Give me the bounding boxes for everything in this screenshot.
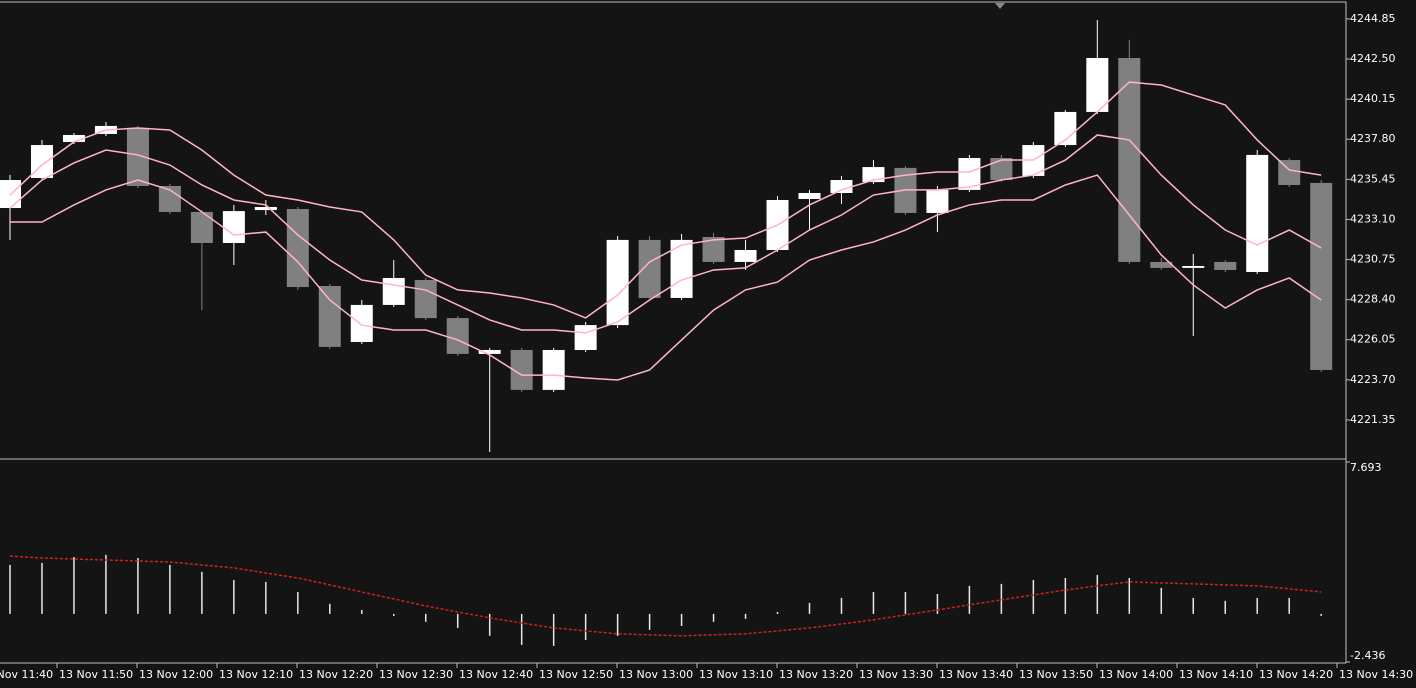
candle-body bbox=[1310, 182, 1333, 370]
candle-body bbox=[318, 285, 341, 347]
y-tick-label: 4223.70 bbox=[1350, 373, 1396, 386]
candle-body bbox=[510, 349, 533, 390]
candle-body bbox=[382, 277, 405, 305]
candle-body bbox=[414, 280, 437, 319]
x-tick-label: 13 Nov 14:30 bbox=[1339, 668, 1413, 681]
candle-body bbox=[1086, 58, 1109, 112]
candle-body bbox=[1054, 111, 1077, 146]
y-tick-label: 4221.35 bbox=[1350, 413, 1396, 426]
band-line bbox=[10, 174, 1322, 381]
y-tick-label: 4228.40 bbox=[1350, 293, 1396, 306]
band-line bbox=[9, 134, 1322, 334]
candle-body bbox=[1118, 58, 1141, 262]
candle-body bbox=[1150, 261, 1173, 268]
y-tick-label: 4233.10 bbox=[1350, 212, 1396, 225]
x-tick-label: 13 Nov 12:10 bbox=[219, 668, 293, 681]
candle-body bbox=[254, 206, 277, 211]
candle-body bbox=[286, 209, 309, 288]
band-line bbox=[9, 81, 1322, 319]
y-tick-label: 4226.05 bbox=[1350, 333, 1396, 346]
x-tick-label: 13 Nov 14:10 bbox=[1179, 668, 1253, 681]
candle-body bbox=[126, 127, 149, 186]
y-tick-label: 4237.80 bbox=[1350, 132, 1396, 145]
y-tick-label: 4242.50 bbox=[1350, 52, 1396, 65]
y-tick-label: 7.693 bbox=[1350, 461, 1382, 474]
candle-body bbox=[958, 158, 981, 190]
y-tick-label: -2.436 bbox=[1350, 649, 1385, 662]
candle-body bbox=[1246, 154, 1269, 273]
x-tick-label: 13 Nov 13:30 bbox=[859, 668, 933, 681]
x-tick-label: 13 Nov 12:20 bbox=[299, 668, 373, 681]
candle-body bbox=[926, 189, 949, 213]
candle-body bbox=[638, 239, 661, 298]
candle-body bbox=[190, 211, 213, 243]
candle-body bbox=[1182, 266, 1205, 268]
y-tick-label: 4244.85 bbox=[1350, 12, 1396, 25]
y-tick-label: 4240.15 bbox=[1350, 92, 1396, 105]
candle-body bbox=[574, 325, 597, 350]
candle-body bbox=[158, 185, 181, 212]
x-tick-label: 13 Nov 13:20 bbox=[779, 668, 853, 681]
candle-body bbox=[1278, 160, 1301, 185]
x-tick-label: 13 Nov 14:00 bbox=[1099, 668, 1173, 681]
candle-body bbox=[990, 158, 1013, 181]
candle-body bbox=[222, 211, 245, 243]
x-tick-label: 13 Nov 13:10 bbox=[699, 668, 773, 681]
candle-body bbox=[1214, 261, 1237, 270]
candle-body bbox=[734, 249, 757, 262]
candle-body bbox=[478, 349, 501, 354]
x-tick-label: 13 Nov 12:50 bbox=[539, 668, 613, 681]
x-tick-label: 13 Nov 14:20 bbox=[1259, 668, 1333, 681]
candle-body bbox=[798, 192, 821, 199]
x-tick-label: 13 Nov 12:30 bbox=[379, 668, 453, 681]
candle-body bbox=[862, 167, 885, 183]
candle-body bbox=[62, 134, 85, 142]
y-tick-label: 4230.75 bbox=[1350, 253, 1396, 266]
shift-marker bbox=[995, 3, 1005, 9]
x-tick-label: 13 Nov 13:40 bbox=[939, 668, 1013, 681]
candle-body bbox=[702, 237, 725, 262]
candle-body bbox=[446, 318, 469, 354]
x-tick-label: 13 Nov 12:00 bbox=[139, 668, 213, 681]
candle-body bbox=[542, 349, 565, 390]
candle-body bbox=[606, 239, 629, 326]
x-tick-label: 13 Nov 11:40 bbox=[0, 668, 53, 681]
signal-line bbox=[9, 555, 1322, 637]
candle-body bbox=[350, 304, 373, 342]
x-tick-label: 13 Nov 13:50 bbox=[1019, 668, 1093, 681]
candle-body bbox=[830, 180, 853, 193]
y-tick-label: 4235.45 bbox=[1350, 172, 1396, 185]
x-tick-label: 13 Nov 13:00 bbox=[619, 668, 693, 681]
x-tick-label: 13 Nov 11:50 bbox=[59, 668, 133, 681]
x-tick-label: 13 Nov 12:40 bbox=[459, 668, 533, 681]
